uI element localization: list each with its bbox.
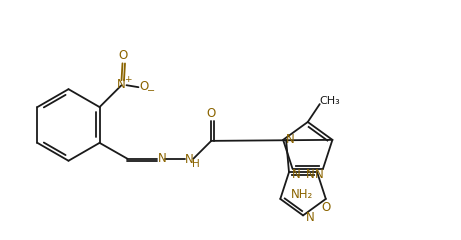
- Text: O: O: [321, 201, 331, 214]
- Text: O: O: [207, 107, 216, 120]
- Text: CH₃: CH₃: [319, 96, 340, 106]
- Text: N: N: [117, 78, 126, 91]
- Text: N: N: [286, 133, 295, 146]
- Text: NH₂: NH₂: [291, 188, 313, 201]
- Text: O: O: [118, 49, 127, 62]
- Text: O: O: [140, 80, 149, 93]
- Text: N: N: [185, 153, 194, 166]
- Text: N: N: [292, 168, 301, 181]
- Text: N: N: [306, 211, 314, 224]
- Text: −: −: [148, 86, 155, 96]
- Text: N: N: [315, 168, 323, 181]
- Text: H: H: [192, 159, 200, 169]
- Text: N: N: [306, 168, 314, 181]
- Text: +: +: [124, 75, 131, 84]
- Text: N: N: [158, 152, 167, 165]
